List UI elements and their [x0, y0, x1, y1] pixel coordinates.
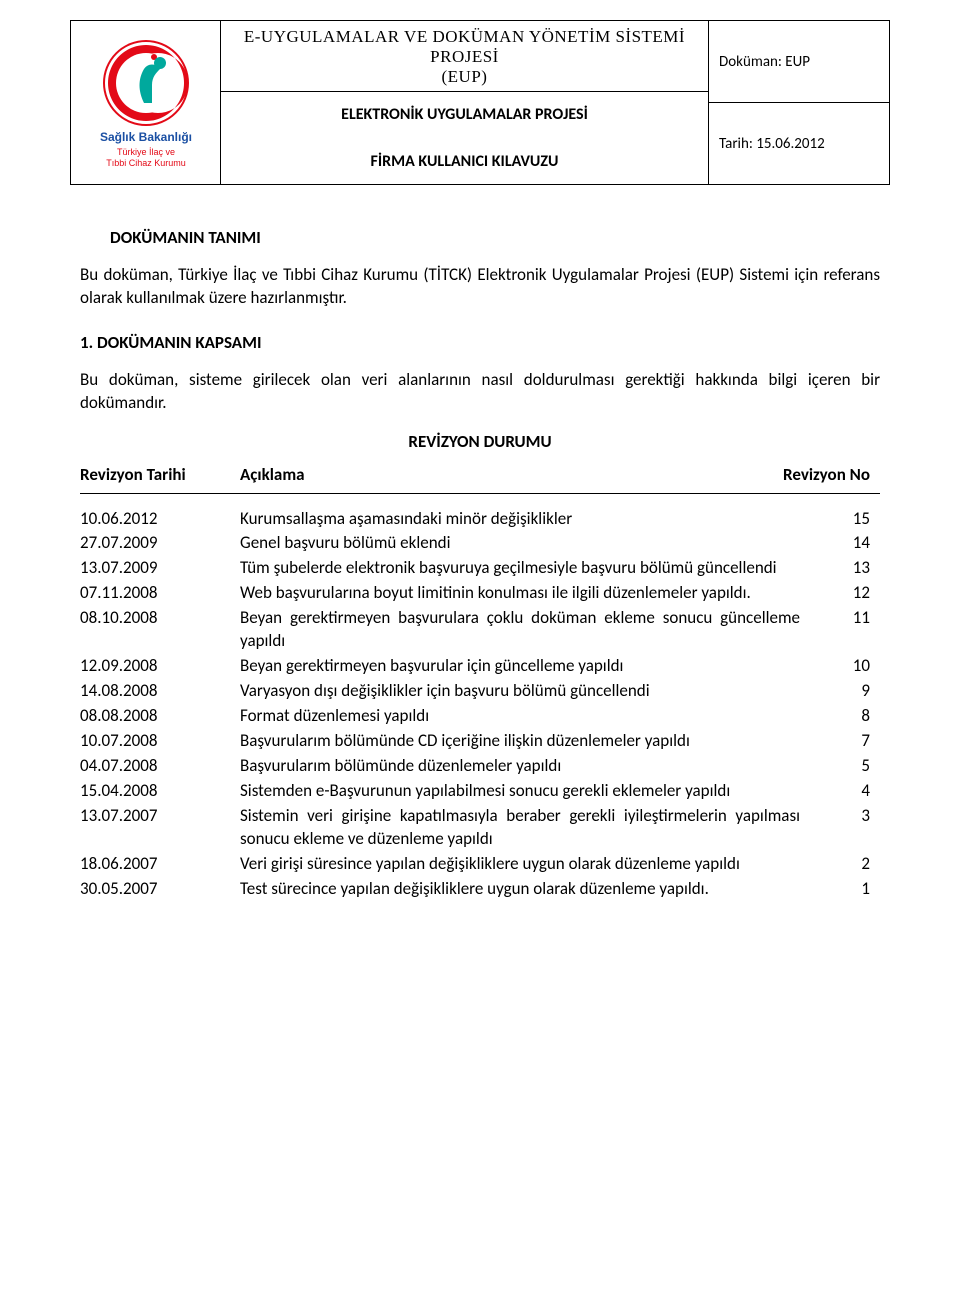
revision-desc: Genel başvuru bölümü eklendi: [240, 532, 820, 555]
svg-text:Tıbbi Cihaz Kurumu: Tıbbi Cihaz Kurumu: [106, 158, 186, 168]
revision-date: 04.07.2008: [80, 755, 240, 778]
svg-text:Türkiye İlaç ve: Türkiye İlaç ve: [116, 147, 174, 157]
revision-row: 07.11.2008Web başvurularına boyut limiti…: [80, 582, 880, 605]
revision-header-date: Revizyon Tarihi: [80, 464, 240, 487]
revision-no: 1: [820, 878, 880, 901]
revision-date: 13.07.2009: [80, 557, 240, 580]
revision-row: 27.07.2009Genel başvuru bölümü eklendi14: [80, 532, 880, 555]
revision-row: 08.10.2008Beyan gerektirmeyen başvurular…: [80, 607, 880, 653]
revision-row: 10.07.2008Başvurularım bölümünde CD içer…: [80, 730, 880, 753]
revision-header-no: Revizyon No: [730, 464, 880, 487]
revision-rows: 10.06.2012Kurumsallaşma aşamasındaki min…: [80, 508, 880, 901]
revision-row: 08.08.2008Format düzenlemesi yapıldı8: [80, 705, 880, 728]
header-doc-label: Doküman: EUP: [709, 21, 889, 103]
revision-row: 14.08.2008Varyasyon dışı değişiklikler i…: [80, 680, 880, 703]
revision-no: 14: [820, 532, 880, 555]
revision-no: 9: [820, 680, 880, 703]
section-title-tanim: DOKÜMANIN TANIMI: [110, 227, 880, 250]
header-project-title: E-UYGULAMALAR VE DOKÜMAN YÖNETİM SİSTEMİ…: [221, 21, 708, 92]
header-project-line2: (EUP): [442, 67, 488, 86]
header-date-label: Tarih: 15.06.2012: [709, 103, 889, 184]
revision-desc: Sistemin veri girişine kapatılmasıyla be…: [240, 805, 820, 851]
revision-no: 8: [820, 705, 880, 728]
revision-desc: Kurumsallaşma aşamasındaki minör değişik…: [240, 508, 820, 531]
header-center-body: ELEKTRONİK UYGULAMALAR PROJESİ FİRMA KUL…: [221, 92, 708, 184]
page: Sağlık Bakanlığı Türkiye İlaç ve Tıbbi C…: [0, 0, 960, 943]
document-body: DOKÜMANIN TANIMI Bu doküman, Türkiye İla…: [70, 185, 890, 901]
revision-no: 10: [820, 655, 880, 678]
revision-no: 5: [820, 755, 880, 778]
revision-row: 10.06.2012Kurumsallaşma aşamasındaki min…: [80, 508, 880, 531]
section-title-kapsam: 1. DOKÜMANIN KAPSAMI: [80, 332, 880, 355]
revision-row: 18.06.2007Veri girişi süresince yapılan …: [80, 853, 880, 876]
revision-date: 07.11.2008: [80, 582, 240, 605]
revision-no: 4: [820, 780, 880, 803]
revision-desc: Format düzenlemesi yapıldı: [240, 705, 820, 728]
revision-desc: Beyan gerektirmeyen başvurular için günc…: [240, 655, 820, 678]
revision-desc: Web başvurularına boyut limitinin konulm…: [240, 582, 820, 605]
revision-no: 11: [820, 607, 880, 653]
revision-title: REVİZYON DURUMU: [80, 431, 880, 454]
revision-date: 08.08.2008: [80, 705, 240, 728]
revision-date: 13.07.2007: [80, 805, 240, 851]
revision-row: 30.05.2007Test sürecince yapılan değişik…: [80, 878, 880, 901]
revision-desc: Sistemden e-Başvurunun yapılabilmesi son…: [240, 780, 820, 803]
revision-date: 27.07.2009: [80, 532, 240, 555]
revision-date: 30.05.2007: [80, 878, 240, 901]
revision-row: 15.04.2008Sistemden e-Başvurunun yapılab…: [80, 780, 880, 803]
header-title-2: FİRMA KULLANICI KILAVUZU: [371, 152, 559, 171]
revision-no: 3: [820, 805, 880, 851]
header-center-cell: E-UYGULAMALAR VE DOKÜMAN YÖNETİM SİSTEMİ…: [221, 21, 709, 184]
revision-no: 2: [820, 853, 880, 876]
revision-desc: Beyan gerektirmeyen başvurulara çoklu do…: [240, 607, 820, 653]
revision-row: 12.09.2008Beyan gerektirmeyen başvurular…: [80, 655, 880, 678]
revision-desc: Tüm şubelerde elektronik başvuruya geçil…: [240, 557, 820, 580]
revision-date: 10.06.2012: [80, 508, 240, 531]
revision-row: 04.07.2008Başvurularım bölümünde düzenle…: [80, 755, 880, 778]
revision-date: 14.08.2008: [80, 680, 240, 703]
revision-row: 13.07.2009Tüm şubelerde elektronik başvu…: [80, 557, 880, 580]
revision-desc: Test sürecince yapılan değişikliklere uy…: [240, 878, 820, 901]
ministry-logo-icon: Sağlık Bakanlığı Türkiye İlaç ve Tıbbi C…: [86, 33, 206, 173]
revision-date: 12.09.2008: [80, 655, 240, 678]
header-project-line1: E-UYGULAMALAR VE DOKÜMAN YÖNETİM SİSTEMİ…: [244, 27, 685, 66]
header-logo-cell: Sağlık Bakanlığı Türkiye İlaç ve Tıbbi C…: [71, 21, 221, 184]
revision-header-row: Revizyon Tarihi Açıklama Revizyon No: [80, 460, 880, 494]
revision-date: 10.07.2008: [80, 730, 240, 753]
document-header: Sağlık Bakanlığı Türkiye İlaç ve Tıbbi C…: [70, 20, 890, 185]
header-title-1: ELEKTRONİK UYGULAMALAR PROJESİ: [341, 105, 588, 124]
revision-no: 13: [820, 557, 880, 580]
revision-header-desc: Açıklama: [240, 464, 730, 487]
section-para-tanim: Bu doküman, Türkiye İlaç ve Tıbbi Cihaz …: [80, 264, 880, 310]
revision-no: 12: [820, 582, 880, 605]
section-para-kapsam: Bu doküman, sisteme girilecek olan veri …: [80, 369, 880, 415]
revision-desc: Veri girişi süresince yapılan değişiklik…: [240, 853, 820, 876]
revision-date: 18.06.2007: [80, 853, 240, 876]
revision-desc: Varyasyon dışı değişiklikler için başvur…: [240, 680, 820, 703]
revision-date: 15.04.2008: [80, 780, 240, 803]
svg-text:Sağlık Bakanlığı: Sağlık Bakanlığı: [99, 130, 191, 144]
revision-desc: Başvurularım bölümünde düzenlemeler yapı…: [240, 755, 820, 778]
revision-no: 15: [820, 508, 880, 531]
revision-date: 08.10.2008: [80, 607, 240, 653]
header-right-cell: Doküman: EUP Tarih: 15.06.2012: [709, 21, 889, 184]
revision-no: 7: [820, 730, 880, 753]
revision-row: 13.07.2007Sistemin veri girişine kapatıl…: [80, 805, 880, 851]
revision-desc: Başvurularım bölümünde CD içeriğine iliş…: [240, 730, 820, 753]
